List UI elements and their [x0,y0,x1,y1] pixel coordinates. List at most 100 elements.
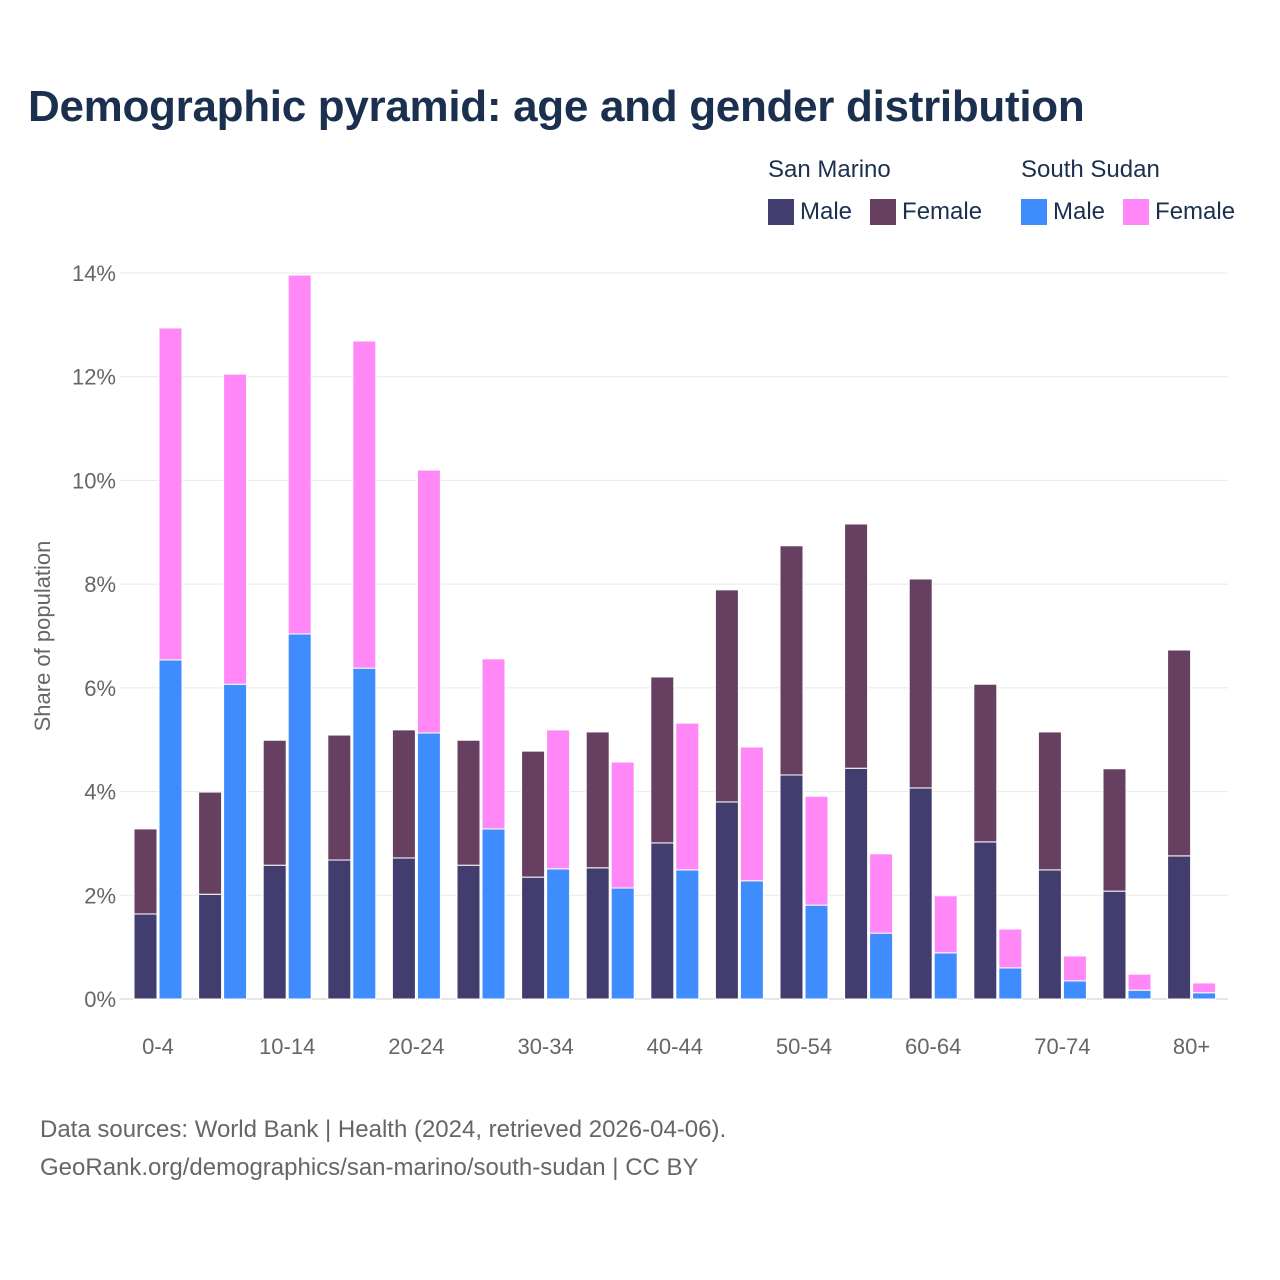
bar-san-marino-male-75-79 [1102,890,1127,1000]
bar-san-marino-male-10-14 [262,864,287,1000]
x-tick-label: 80+ [1173,1034,1210,1059]
x-tick-label: 60-64 [905,1034,961,1059]
bar-san-marino-female-65-69 [973,683,998,843]
bar-san-marino-male-55-59 [844,767,869,1000]
bar-south-sudan-male-75-79 [1127,989,1152,1000]
bar-south-sudan-male-50-54 [804,904,829,1000]
bar-san-marino-female-70-74 [1037,731,1062,871]
bar-south-sudan-female-25-29 [481,658,506,830]
legend-heading: San Marino [768,156,891,183]
bar-san-marino-female-25-29 [456,739,481,866]
bar-south-sudan-male-55-59 [869,932,894,1000]
legend-item-san-marino-female[interactable]: Female [870,198,982,226]
bar-south-sudan-female-40-44 [675,722,700,871]
bar-south-sudan-female-5-9 [223,373,248,685]
bar-san-marino-male-5-9 [198,893,223,1000]
bar-san-marino-female-60-64 [908,578,933,789]
legend-swatch [1021,199,1047,225]
legend-swatch [870,199,897,225]
bar-south-sudan-female-70-74 [1062,955,1087,982]
source-note: Data sources: World Bank | Health (2024,… [40,1116,727,1143]
bar-san-marino-female-30-34 [521,750,546,878]
y-tick-label: 4% [84,780,116,805]
x-tick-label: 30-34 [517,1034,573,1059]
legend-label: Male [800,198,853,225]
y-tick-label: 8% [84,572,116,597]
bar-south-sudan-female-35-39 [610,761,635,889]
legend-item-san-marino-male[interactable]: Male [768,198,852,226]
bar-san-marino-male-40-44 [650,842,675,1000]
bar-san-marino-female-20-24 [391,729,416,859]
bar-san-marino-female-80+ [1167,649,1192,857]
bar-south-sudan-female-50-54 [804,795,829,906]
bar-san-marino-male-50-54 [779,774,804,1000]
bar-south-sudan-male-45-49 [739,880,764,1000]
bar-san-marino-female-45-49 [714,589,739,803]
bar-san-marino-female-0-4 [133,828,158,915]
bar-san-marino-male-25-29 [456,864,481,1000]
y-tick-label: 0% [84,987,116,1012]
bar-south-sudan-female-45-49 [739,746,764,882]
x-tick-label: 40-44 [647,1034,703,1059]
bar-san-marino-male-60-64 [908,787,933,1000]
y-tick-label: 10% [72,468,116,493]
bar-san-marino-male-35-39 [585,867,610,1000]
bar-south-sudan-female-0-4 [158,327,183,661]
bar-south-sudan-male-10-14 [287,633,312,1000]
bar-san-marino-female-40-44 [650,676,675,844]
chart-plot: 0% 2% 4% 6% 8% 10% 12% 14% Share of population 0-… [30,261,1228,1059]
legend-label: Male [1053,198,1106,225]
bar-san-marino-male-30-34 [521,876,546,1000]
y-tick-label: 6% [84,676,116,701]
bar-south-sudan-female-20-24 [416,469,441,734]
bar-south-sudan-male-15-19 [352,667,377,1000]
bar-south-sudan-male-5-9 [223,683,248,1000]
x-tick-label: 50-54 [776,1034,832,1059]
legend-item-south-sudan-male[interactable]: Male [1021,198,1105,226]
bar-south-sudan-female-80+ [1192,982,1217,994]
bar-south-sudan-male-0-4 [158,659,183,1000]
bar-san-marino-female-10-14 [262,739,287,866]
bar-south-sudan-male-65-69 [998,967,1023,1000]
bar-south-sudan-male-40-44 [675,869,700,1000]
bar-south-sudan-male-25-29 [481,828,506,1000]
bar-south-sudan-female-75-79 [1127,973,1152,991]
y-axis-label: Share of population [30,541,55,732]
legend-label: Female [1155,198,1236,225]
bar-south-sudan-female-55-59 [869,853,894,934]
legend-heading: South Sudan [1021,156,1160,183]
bar-san-marino-male-0-4 [133,913,158,1000]
bar-san-marino-male-65-69 [973,841,998,1000]
bar-san-marino-female-15-19 [327,734,352,861]
x-tick-label: 10-14 [259,1034,315,1059]
y-tick-label: 12% [72,365,116,390]
bar-san-marino-female-35-39 [585,731,610,869]
bar-san-marino-male-45-49 [714,801,739,1000]
bar-san-marino-female-55-59 [844,523,869,769]
bar-south-sudan-male-35-39 [610,887,635,1000]
bar-south-sudan-male-30-34 [546,868,571,1000]
legend-item-south-sudan-female[interactable]: Female [1123,198,1235,226]
bar-san-marino-male-70-74 [1037,869,1062,1000]
bar-south-sudan-male-20-24 [416,732,441,1000]
y-tick-label: 2% [84,883,116,908]
x-tick-label: 0-4 [142,1034,174,1059]
x-tick-label: 70-74 [1034,1034,1090,1059]
bar-south-sudan-female-30-34 [546,729,571,870]
bar-san-marino-male-80+ [1167,855,1192,1000]
bar-san-marino-female-50-54 [779,545,804,776]
bar-south-sudan-female-10-14 [287,274,312,635]
bar-south-sudan-male-80+ [1192,992,1217,1000]
legend-swatch [1123,199,1150,225]
bar-south-sudan-female-60-64 [933,895,958,954]
bar-san-marino-male-15-19 [327,859,352,1000]
bar-south-sudan-female-15-19 [352,340,377,669]
bar-south-sudan-male-60-64 [933,952,958,1000]
bar-south-sudan-male-70-74 [1062,980,1087,1000]
legend-san-marino: San Marino Male Female [768,156,1000,226]
x-tick-label: 20-24 [388,1034,444,1059]
chart-title: Demographic pyramid: age and gender dist… [28,82,1085,131]
legend-swatch [768,199,794,225]
source-url: GeoRank.org/demographics/san-marino/sout… [40,1154,699,1181]
bar-san-marino-female-75-79 [1102,768,1127,892]
